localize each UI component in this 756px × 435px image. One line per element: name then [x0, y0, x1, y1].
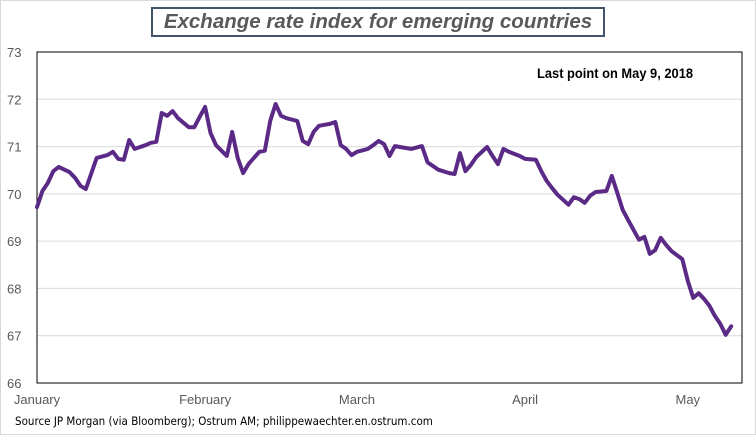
x-tick-label: April	[512, 392, 538, 407]
y-tick-label: 71	[7, 140, 21, 155]
x-tick-label: March	[339, 392, 375, 407]
y-tick-label: 69	[7, 234, 21, 249]
y-tick-label: 68	[7, 281, 21, 296]
x-tick-label: May	[675, 392, 700, 407]
y-tick-label: 72	[7, 92, 21, 107]
series-line	[35, 102, 734, 337]
y-tick-label: 66	[7, 376, 21, 391]
chart-title: Exchange rate index for emerging countri…	[151, 7, 605, 37]
y-tick-label: 67	[7, 329, 21, 344]
plot-area-border	[36, 51, 743, 384]
y-tick-label: 73	[7, 45, 21, 60]
x-tick-label: February	[179, 392, 232, 407]
last-point-annotation: Last point on May 9, 2018	[537, 65, 694, 81]
source-note: Source JP Morgan (via Bloomberg); Ostrum…	[15, 414, 433, 428]
y-tick-label: 70	[7, 187, 21, 202]
x-tick-label: January	[14, 392, 61, 407]
